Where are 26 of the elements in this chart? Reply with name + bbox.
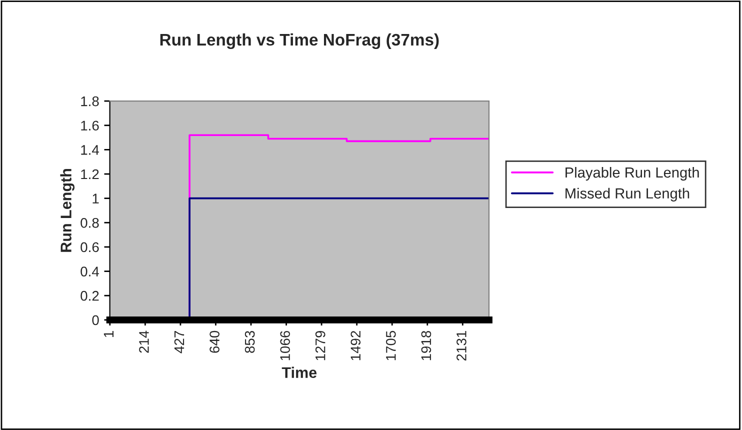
y-axis-title: Run Length xyxy=(60,169,75,252)
y-tick-label: 1 xyxy=(92,194,99,204)
legend-label: Missed Run Length xyxy=(566,188,690,202)
x-tick-label: 1492 xyxy=(350,331,361,360)
y-tick-label: 1.6 xyxy=(81,120,99,131)
y-tick-label: 1.4 xyxy=(81,145,99,155)
x-tick-label: 427 xyxy=(174,331,184,354)
y-tick-label: 1.2 xyxy=(81,169,99,180)
x-tick-label: 2131 xyxy=(456,331,466,361)
x-tick-label: 1918 xyxy=(421,330,432,360)
x-tick-label: 1705 xyxy=(386,330,396,360)
legend-label: Playable Run Length xyxy=(566,166,699,181)
chart-title: Run Length vs Time NoFrag (37ms) xyxy=(160,33,439,50)
x-tick-label: 1066 xyxy=(280,330,290,360)
y-tick-label: 0.8 xyxy=(80,218,99,228)
x-axis-title: Time xyxy=(282,366,317,378)
x-tick-label: 1 xyxy=(104,331,114,337)
x-tick-label: 214 xyxy=(139,330,149,353)
x-tick-label: 640 xyxy=(210,330,220,353)
y-tick-label: 0.6 xyxy=(80,242,99,252)
y-tick-label: 0 xyxy=(92,315,99,326)
x-tick-label: 853 xyxy=(244,330,255,353)
y-tick-label: 1.8 xyxy=(81,96,99,106)
x-tick-label: 1279 xyxy=(315,330,326,360)
y-tick-label: 0.4 xyxy=(80,266,99,276)
y-tick-label: 0.2 xyxy=(80,290,99,301)
